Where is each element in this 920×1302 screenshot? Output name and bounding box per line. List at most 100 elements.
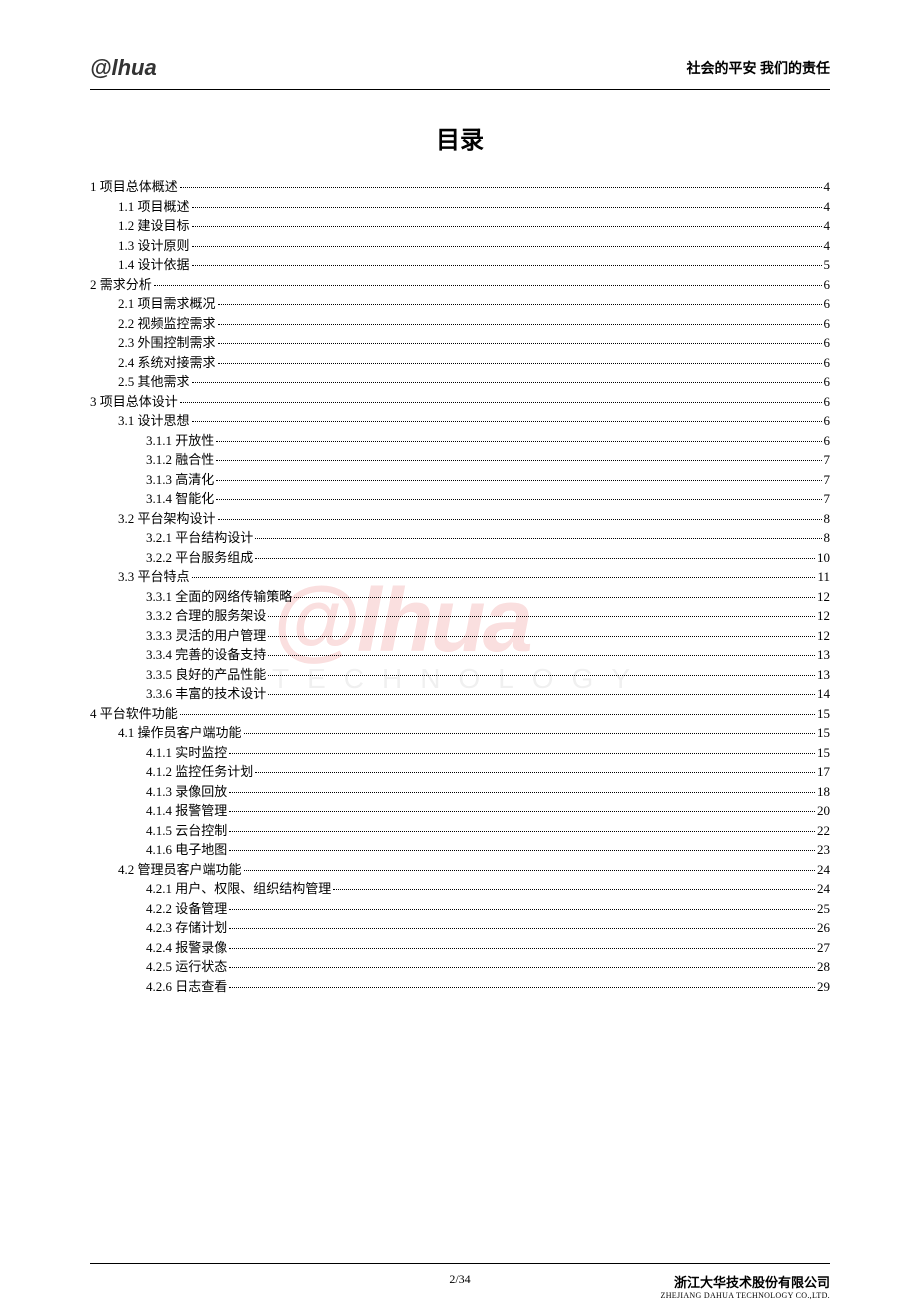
toc-entry-label: 4.2.1 用户、权限、组织结构管理 [146,882,331,895]
toc-entry-page: 27 [817,941,830,954]
toc-entry-label: 3.1 设计思想 [118,414,190,427]
toc-leader-dots [229,987,815,988]
toc-entry: 2 需求分析 6 [90,278,830,291]
toc-entry: 4.1.4 报警管理20 [90,804,830,817]
toc-entry: 3.3.2 合理的服务架设12 [90,609,830,622]
toc-entry-page: 15 [817,726,830,739]
toc-entry-label: 4.1.3 录像回放 [146,785,227,798]
toc-entry-label: 3.3.6 丰富的技术设计 [146,687,266,700]
toc-entry-label: 1 项目总体概述 [90,180,178,193]
toc-leader-dots [216,460,821,461]
toc-leader-dots [192,577,816,578]
toc-entry-page: 8 [824,531,831,544]
toc-entry-label: 4.2 管理员客户端功能 [118,863,242,876]
toc-entry: 3.1.1 开放性6 [90,434,830,447]
toc-entry-label: 3.3.4 完善的设备支持 [146,648,266,661]
toc-leader-dots [216,499,821,500]
toc-entry: 1.4 设计依据5 [90,258,830,271]
toc-entry: 4.2.6 日志查看29 [90,980,830,993]
toc-entry-page: 6 [824,317,831,330]
toc-entry-page: 12 [817,590,830,603]
toc-entry: 4 平台软件功能15 [90,707,830,720]
toc-leader-dots [192,382,822,383]
toc-leader-dots [255,558,815,559]
toc-entry: 3.3.3 灵活的用户管理12 [90,629,830,642]
toc-entry-page: 6 [824,434,831,447]
toc-entry: 2.1 项目需求概况6 [90,297,830,310]
toc-entry-page: 15 [817,707,830,720]
toc-entry-page: 4 [824,200,831,213]
toc-leader-dots [218,304,822,305]
toc-leader-dots [180,187,822,188]
toc-entry-page: 5 [824,258,831,271]
toc-entry: 3.3.5 良好的产品性能 13 [90,668,830,681]
toc-leader-dots [244,870,815,871]
toc-entry-label: 4.2.5 运行状态 [146,960,227,973]
toc-entry-page: 12 [817,629,830,642]
toc-entry-page: 7 [824,492,831,505]
toc-entry-label: 3.3.1 全面的网络传输策略 [146,590,292,603]
toc-entry-page: 24 [817,882,830,895]
toc-entry-label: 4.1.4 报警管理 [146,804,227,817]
toc-entry-page: 7 [824,473,831,486]
toc-entry-page: 8 [824,512,831,525]
toc-entry: 3.1 设计思想6 [90,414,830,427]
toc-leader-dots [229,811,815,812]
toc-entry: 2.2 视频监控需求6 [90,317,830,330]
toc-entry: 2.5 其他需求6 [90,375,830,388]
toc-entry-label: 3.2.1 平台结构设计 [146,531,253,544]
company-info: 浙江大华技术股份有限公司 ZHEJIANG DAHUA TECHNOLOGY C… [661,1272,830,1300]
toc-leader-dots [268,655,815,656]
toc-entry: 3.1.4 智能化7 [90,492,830,505]
toc-entry-page: 25 [817,902,830,915]
document-page: @lhua 社会的平安 我们的责任 @lhua TECHNOLOGY 目录 1 … [0,0,920,1302]
toc-entry-label: 4.1.2 监控任务计划 [146,765,253,778]
toc-leader-dots [255,772,815,773]
toc-leader-dots [229,948,815,949]
toc-leader-dots [192,421,822,422]
toc-leader-dots [268,636,815,637]
toc-entry: 4.2.1 用户、权限、组织结构管理 24 [90,882,830,895]
toc-leader-dots [192,226,822,227]
toc-entry: 4.1.5 云台控制22 [90,824,830,837]
toc-entry-page: 4 [824,219,831,232]
toc-leader-dots [218,343,822,344]
header-tagline: 社会的平安 我们的责任 [687,58,831,78]
toc-entry-label: 3.2.2 平台服务组成 [146,551,253,564]
toc-entry-label: 4.1.5 云台控制 [146,824,227,837]
toc-entry-page: 24 [817,863,830,876]
toc-leader-dots [192,246,822,247]
company-logo: @lhua [90,55,157,81]
toc-entry-page: 13 [817,668,830,681]
toc-leader-dots [333,889,815,890]
toc-entry-label: 2 需求分析 [90,278,152,291]
toc-leader-dots [229,909,815,910]
toc-entry: 4.1.1 实时监控15 [90,746,830,759]
toc-entry: 2.3 外围控制需求6 [90,336,830,349]
toc-entry-label: 2.1 项目需求概况 [118,297,216,310]
toc-entry: 4.1.3 录像回放18 [90,785,830,798]
toc-entry-label: 3.3.5 良好的产品性能 [146,668,266,681]
company-name-cn: 浙江大华技术股份有限公司 [661,1272,830,1291]
toc-leader-dots [229,928,815,929]
toc-entry: 3.2.2 平台服务组成10 [90,551,830,564]
toc-leader-dots [180,402,822,403]
toc-leader-dots [255,538,821,539]
toc-entry-page: 23 [817,843,830,856]
toc-entry: 4.1 操作员客户端功能15 [90,726,830,739]
toc-entry-label: 4.2.3 存储计划 [146,921,227,934]
toc-entry: 4.2.5 运行状态28 [90,960,830,973]
toc-leader-dots [244,733,815,734]
toc-entry-label: 2.5 其他需求 [118,375,190,388]
toc-entry-label: 4.1.1 实时监控 [146,746,227,759]
toc-entry-page: 26 [817,921,830,934]
toc-leader-dots [268,694,815,695]
toc-entry: 3.3.1 全面的网络传输策略 12 [90,590,830,603]
toc-entry-page: 6 [824,278,831,291]
toc-entry-label: 3.3.2 合理的服务架设 [146,609,266,622]
toc-entry: 4.2 管理员客户端功能 24 [90,863,830,876]
toc-entry-page: 6 [824,336,831,349]
toc-entry-page: 29 [817,980,830,993]
toc-leader-dots [218,519,822,520]
page-number: 2/34 [449,1272,470,1287]
